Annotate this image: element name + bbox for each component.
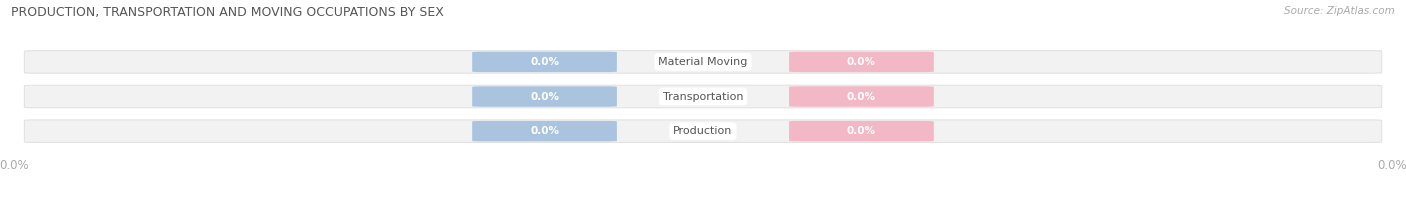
FancyBboxPatch shape xyxy=(472,121,617,141)
Text: 0.0%: 0.0% xyxy=(530,126,560,136)
Text: 0.0%: 0.0% xyxy=(846,57,876,67)
Text: 0.0%: 0.0% xyxy=(530,57,560,67)
Text: PRODUCTION, TRANSPORTATION AND MOVING OCCUPATIONS BY SEX: PRODUCTION, TRANSPORTATION AND MOVING OC… xyxy=(11,6,444,19)
FancyBboxPatch shape xyxy=(472,86,617,107)
FancyBboxPatch shape xyxy=(24,85,1382,108)
Text: Source: ZipAtlas.com: Source: ZipAtlas.com xyxy=(1284,6,1395,16)
Text: 0.0%: 0.0% xyxy=(846,126,876,136)
FancyBboxPatch shape xyxy=(789,52,934,72)
FancyBboxPatch shape xyxy=(24,51,1382,73)
FancyBboxPatch shape xyxy=(789,86,934,107)
FancyBboxPatch shape xyxy=(472,52,617,72)
Text: Production: Production xyxy=(673,126,733,136)
Text: Transportation: Transportation xyxy=(662,92,744,101)
FancyBboxPatch shape xyxy=(789,121,934,141)
FancyBboxPatch shape xyxy=(24,120,1382,142)
Text: 0.0%: 0.0% xyxy=(530,92,560,101)
Text: Material Moving: Material Moving xyxy=(658,57,748,67)
Text: 0.0%: 0.0% xyxy=(846,92,876,101)
